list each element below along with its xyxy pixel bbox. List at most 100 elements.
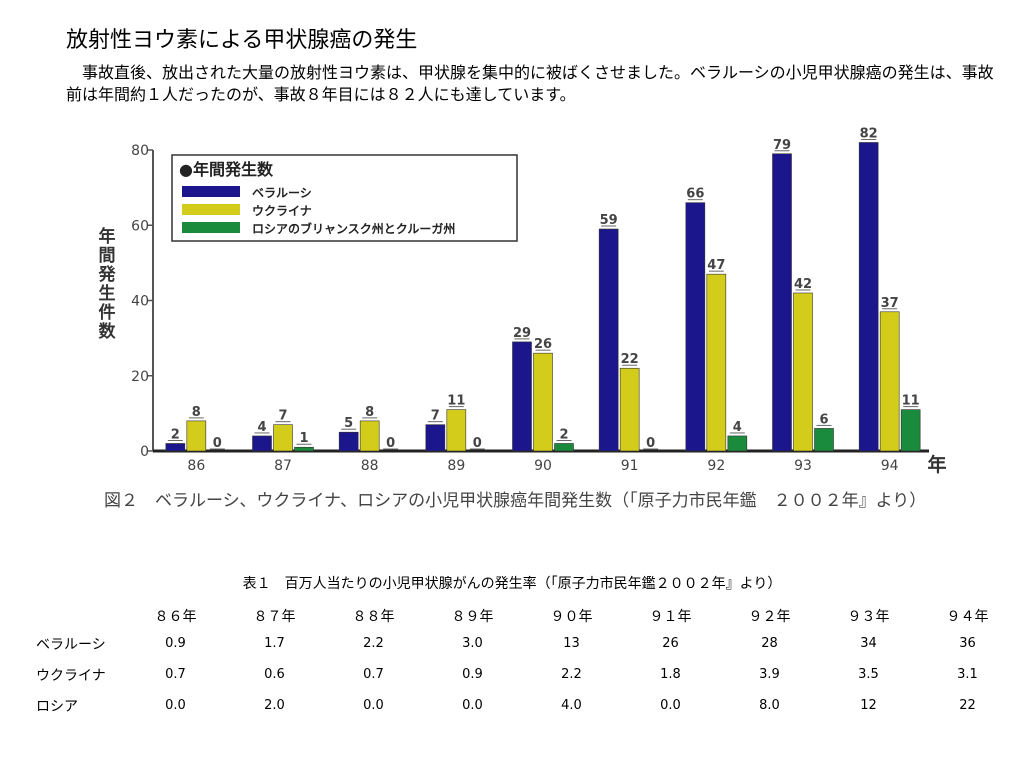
column-header: ８６年 (154, 609, 197, 625)
data-label: 37 (881, 296, 899, 311)
table-cell: 36 (959, 636, 976, 651)
table-row: ベラルーシ 0.9 1.7 2.2 3.0 13 26 28 34 36 (36, 628, 1017, 659)
bar (879, 311, 900, 452)
x-tick-label: 91 (621, 458, 639, 474)
bar (186, 420, 207, 452)
bar (554, 443, 574, 452)
y-axis-label-char: 年 (99, 226, 116, 247)
x-axis-label: 年 (927, 453, 946, 476)
y-tick-label: 40 (131, 294, 149, 310)
data-label: 42 (794, 277, 812, 292)
incidence-rate-table: ８６年 ８７年 ８８年 ８９年 ９０年 ９１年 ９２年 ９３年 ９４年 ベラルーシ 0.9 1.7 2… (36, 604, 1017, 721)
bar (359, 420, 380, 452)
page-title: 放射性ヨウ素による甲状腺癌の発生 (66, 28, 418, 53)
data-label: 5 (344, 416, 353, 431)
table-cell: 3.0 (462, 636, 483, 651)
data-label: 79 (773, 138, 791, 153)
y-axis-label-char: 間 (99, 246, 116, 266)
legend-title: ●年間発生数 (179, 160, 274, 179)
y-tick-label: 0 (140, 444, 149, 460)
table-row: ウクライナ 0.7 0.6 0.7 0.9 2.2 1.8 3.9 3.5 3.1 (36, 659, 1017, 690)
y-tick-label: 60 (131, 218, 149, 234)
bar (533, 352, 553, 452)
bar (772, 153, 792, 452)
table-cell: 0.0 (462, 698, 483, 713)
bar (619, 367, 640, 452)
table-cell: 8.0 (759, 698, 780, 713)
column-header: ９０年 (550, 609, 593, 625)
x-tick-label: 86 (187, 458, 205, 474)
data-label: 11 (447, 394, 465, 409)
data-label: 0 (386, 436, 395, 451)
bar (512, 341, 532, 452)
y-tick-label: 80 (131, 143, 149, 159)
data-label: 26 (534, 337, 552, 352)
table-cell: 12 (860, 698, 877, 713)
data-label: 7 (278, 409, 287, 424)
data-label: 22 (621, 352, 639, 367)
table-cell: 0.7 (363, 667, 384, 682)
bar (338, 431, 359, 452)
table-cell: 28 (761, 636, 778, 651)
bar (858, 142, 879, 452)
table-cell: 0.0 (363, 698, 384, 713)
table-row: ロシア 0.0 2.0 0.0 0.0 4.0 0.0 8.0 12 22 (36, 690, 1017, 721)
table-cell: 2.2 (561, 667, 582, 682)
x-tick-label: 88 (361, 458, 379, 474)
table-cell: 22 (959, 698, 976, 713)
data-label: 47 (707, 258, 725, 273)
intro-paragraph: 事故直後、放出された大量の放射性ヨウ素は、甲状腺を集中的に被ばくさせました。ベラ… (66, 63, 994, 104)
column-header: ８８年 (352, 609, 395, 625)
data-label: 2 (559, 427, 568, 442)
y-axis-label-char: 件 (99, 302, 116, 323)
x-tick-label: 87 (274, 458, 292, 474)
bar (165, 443, 186, 452)
legend-swatch (182, 222, 240, 233)
data-label: 8 (192, 405, 201, 420)
data-label: 8 (365, 405, 374, 420)
legend-label: ウクライナ (252, 204, 312, 218)
column-header: ９１年 (649, 609, 692, 625)
bar (446, 409, 467, 452)
bar (900, 409, 921, 452)
table-caption: 表１ 百万人当たりの小児甲状腺がんの発生率（「原子力市民年鑑２００２年』より） (242, 576, 782, 592)
data-label: 0 (646, 436, 655, 451)
table-cell: 0.0 (660, 698, 681, 713)
bar (814, 428, 834, 452)
data-label: 6 (819, 412, 828, 427)
legend-swatch (182, 204, 240, 215)
table-cell: 34 (860, 636, 877, 651)
x-tick-label: 90 (534, 458, 552, 474)
data-label: 1 (299, 431, 308, 446)
data-label: 59 (600, 213, 618, 228)
table-cell: 1.8 (660, 667, 681, 682)
bar (793, 292, 813, 452)
table-corner-cell (36, 604, 126, 628)
table-cell: 3.9 (759, 667, 780, 682)
table-cell: 0.9 (165, 636, 186, 651)
column-header: ８７年 (253, 609, 296, 625)
column-header: ９３年 (847, 609, 890, 625)
x-tick-label: 93 (794, 458, 812, 474)
table-cell: 13 (563, 636, 580, 651)
legend-label: ロシアのブリャンスク州とクルーガ州 (252, 221, 455, 236)
x-tick-label: 94 (881, 458, 899, 474)
column-header: ８９年 (451, 609, 494, 625)
table-header-row: ８６年 ８７年 ８８年 ８９年 ９０年 ９１年 ９２年 ９３年 ９４年 (36, 604, 1017, 628)
chart-caption: 図２ ベラルーシ、ウクライナ、ロシアの小児甲状腺癌年間発生数（「原子力市民年鑑 … (104, 491, 926, 511)
table-cell: 0.6 (264, 667, 285, 682)
data-label: 4 (257, 420, 266, 435)
row-label: ウクライナ (36, 667, 106, 684)
column-header: ９４年 (946, 609, 989, 625)
data-label: 0 (213, 436, 222, 451)
table-cell: 3.5 (858, 667, 879, 682)
data-label: 4 (733, 420, 742, 435)
y-axis-label-char: 発 (98, 264, 117, 285)
table-cell: 4.0 (561, 698, 582, 713)
data-label: 29 (513, 326, 531, 341)
table-cell: 1.7 (264, 636, 285, 651)
bar (706, 273, 727, 452)
bar (598, 228, 619, 452)
